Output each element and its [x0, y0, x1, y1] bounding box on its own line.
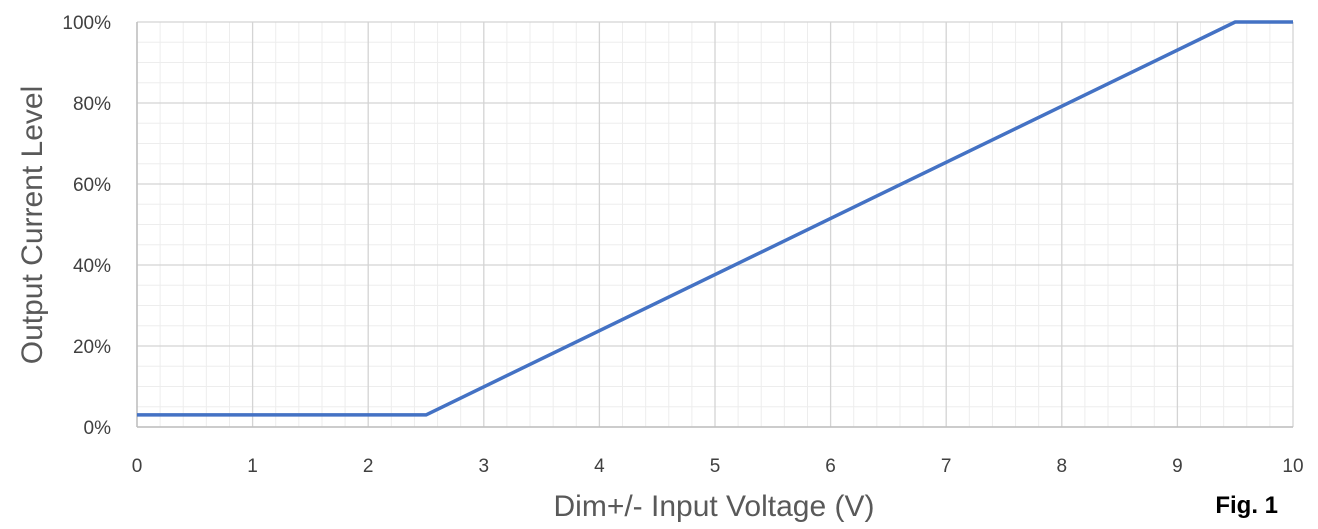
x-tick-label: 8: [1057, 456, 1068, 477]
axes: [136, 22, 1293, 428]
x-tick-label: 9: [1172, 456, 1183, 477]
y-axis-title: Output Current Level: [16, 86, 49, 364]
series-line: [137, 20, 1293, 417]
x-tick-label: 4: [594, 456, 605, 477]
x-tick-label: 10: [1282, 456, 1303, 477]
figure-label: Fig. 1: [1215, 492, 1278, 519]
y-tick-label: 60%: [73, 175, 111, 196]
y-tick-label: 40%: [73, 256, 111, 277]
x-tick-label: 2: [363, 456, 374, 477]
x-tick-label: 6: [825, 456, 836, 477]
y-tick-labels: 0% 20% 40% 60% 80% 100%: [62, 13, 111, 439]
x-tick-label: 5: [710, 456, 721, 477]
series-layer: [137, 20, 1293, 417]
y-tick-label: 100%: [62, 13, 111, 34]
y-tick-label: 0%: [84, 418, 112, 439]
x-tick-label: 3: [479, 456, 490, 477]
x-tick-labels: 0 1 2 3 4 5 6 7 8 9 10: [132, 456, 1304, 477]
x-tick-label: 1: [247, 456, 258, 477]
y-tick-label: 80%: [73, 94, 111, 115]
x-tick-label: 0: [132, 456, 143, 477]
y-tick-label: 20%: [73, 337, 111, 358]
x-tick-label: 7: [941, 456, 952, 477]
x-axis-title: Dim+/- Input Voltage (V): [554, 490, 875, 523]
